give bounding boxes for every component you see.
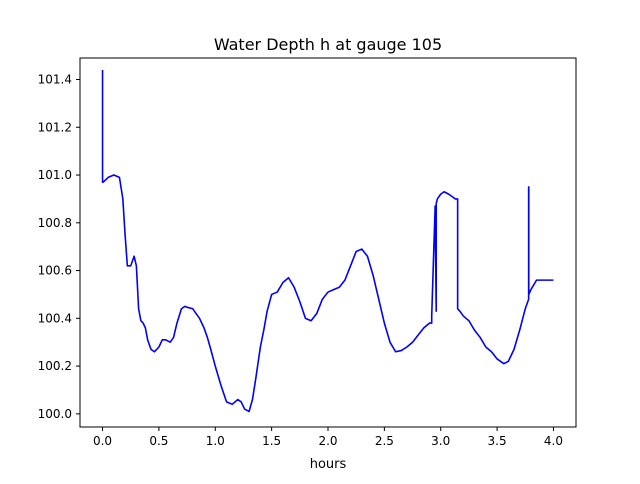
y-tick-label: 100.8: [38, 216, 72, 230]
x-tick-label: 1.5: [262, 434, 281, 448]
axes: 0.0 0.5 1.0 1.5 2.0 2.5 3.0 3.5 4.0 100.0 100.2 100…: [38, 57, 577, 448]
x-tick-label: 3.0: [431, 434, 450, 448]
x-tick-label: 3.5: [488, 434, 507, 448]
x-axis-label: hours: [310, 457, 347, 472]
x-tick-label: 4.0: [544, 434, 563, 448]
y-tick-label: 100.2: [38, 359, 72, 373]
x-tick-label: 1.0: [206, 434, 225, 448]
y-tick-label: 100.4: [38, 311, 72, 325]
series-line: [101, 69, 554, 413]
x-tick-label: 0.0: [93, 434, 112, 448]
y-tick-label: 100.6: [38, 264, 72, 278]
y-tick-label: 101.2: [38, 120, 72, 134]
y-tick-label: 101.0: [38, 168, 72, 182]
x-tick-label: 2.0: [318, 434, 337, 448]
plot-area: [101, 69, 554, 413]
x-tick-label: 0.5: [149, 434, 168, 448]
x-tick-label: 2.5: [375, 434, 394, 448]
y-tick-label: 101.4: [38, 72, 72, 86]
y-tick-label: 100.0: [38, 407, 72, 421]
chart-title: Water Depth h at gauge 105: [214, 35, 442, 54]
